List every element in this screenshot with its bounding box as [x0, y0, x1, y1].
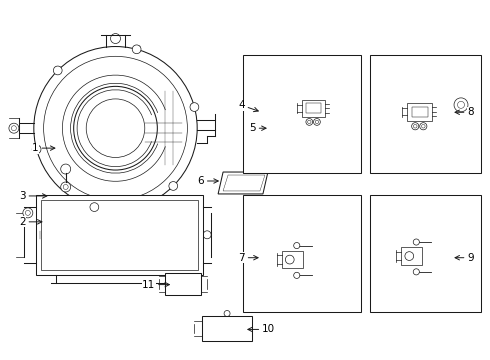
Bar — [369, 195, 481, 312]
Text: 7: 7 — [238, 253, 258, 263]
Circle shape — [306, 118, 313, 125]
Circle shape — [23, 208, 33, 218]
Bar — [401, 247, 422, 265]
Bar — [41, 200, 198, 270]
Circle shape — [314, 118, 320, 125]
Bar — [40, 223, 54, 247]
Bar — [302, 100, 325, 117]
Circle shape — [32, 145, 41, 154]
Text: 6: 6 — [197, 176, 218, 186]
Text: 2: 2 — [19, 217, 42, 227]
Bar — [192, 104, 197, 110]
Text: 3: 3 — [19, 191, 47, 201]
Circle shape — [294, 272, 300, 278]
Bar — [412, 107, 428, 117]
Text: 8: 8 — [455, 107, 474, 117]
Circle shape — [9, 123, 19, 133]
Text: 4: 4 — [238, 100, 258, 112]
Circle shape — [61, 182, 71, 192]
Text: 11: 11 — [142, 280, 170, 289]
Bar — [282, 251, 303, 268]
Bar — [91, 204, 98, 210]
Circle shape — [454, 98, 468, 112]
Polygon shape — [218, 172, 268, 194]
Circle shape — [190, 103, 199, 112]
Text: 10: 10 — [248, 324, 275, 334]
Bar — [306, 103, 321, 113]
Circle shape — [412, 123, 419, 130]
Circle shape — [111, 33, 121, 44]
Bar — [243, 195, 361, 312]
Bar — [36, 195, 203, 275]
Text: 5: 5 — [249, 123, 266, 133]
Bar — [34, 147, 40, 152]
Bar — [369, 55, 481, 173]
Bar — [55, 67, 61, 73]
Bar — [202, 316, 252, 341]
Circle shape — [169, 181, 178, 190]
Circle shape — [413, 269, 419, 275]
Circle shape — [53, 66, 62, 75]
Circle shape — [203, 231, 211, 239]
Circle shape — [132, 45, 141, 54]
Circle shape — [413, 239, 419, 245]
Bar — [407, 103, 432, 121]
Text: 1: 1 — [32, 143, 55, 153]
Bar — [170, 183, 176, 189]
Circle shape — [90, 203, 99, 211]
Text: 9: 9 — [455, 253, 474, 263]
Bar — [165, 273, 201, 294]
Bar — [134, 46, 140, 52]
Bar — [206, 320, 248, 337]
Circle shape — [224, 310, 230, 316]
Circle shape — [61, 164, 71, 174]
Circle shape — [294, 243, 300, 249]
Bar — [169, 276, 197, 292]
Bar — [243, 55, 361, 173]
Circle shape — [420, 123, 427, 130]
